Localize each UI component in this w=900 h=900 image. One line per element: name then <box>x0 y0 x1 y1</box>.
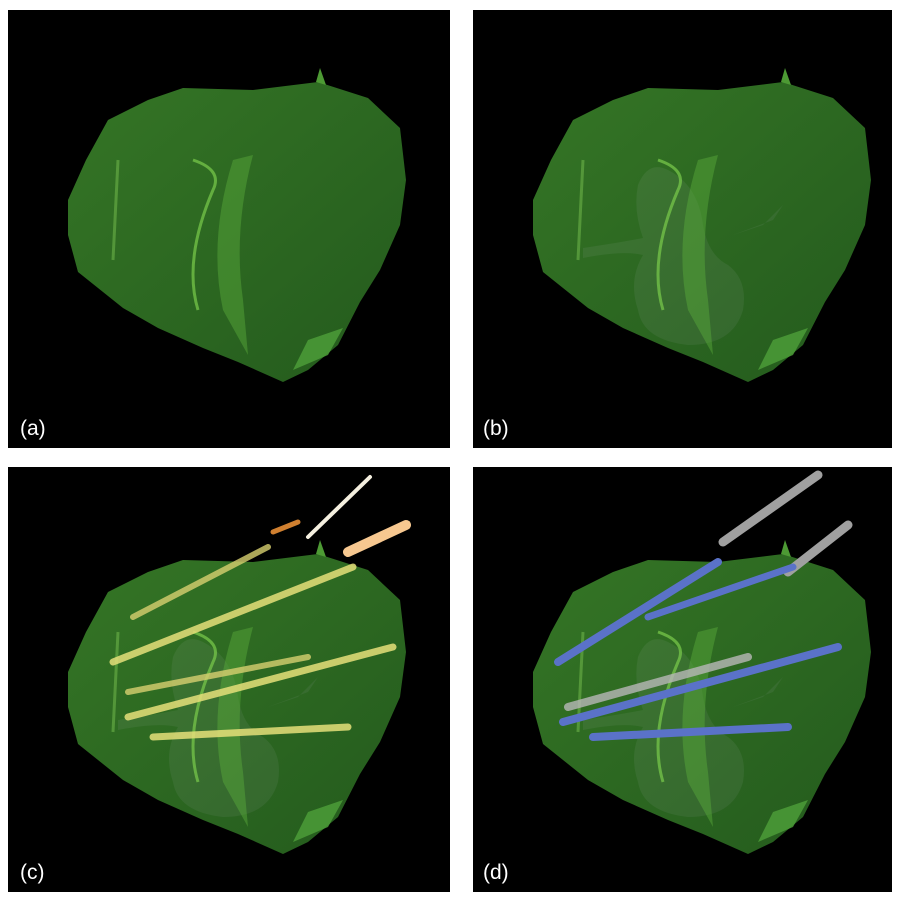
page: (a) (b) (c) <box>0 0 900 900</box>
panel-label: (d) <box>483 861 509 884</box>
panel-b: (b) <box>473 10 892 448</box>
panel-d: (d) <box>473 467 892 892</box>
panel-a: (a) <box>8 10 450 448</box>
panel-c: (c) <box>8 467 450 892</box>
figure: (a) (b) (c) <box>0 0 900 900</box>
panel-label: (b) <box>483 417 509 440</box>
panel-label: (c) <box>20 861 45 884</box>
panel-label: (a) <box>20 417 46 440</box>
